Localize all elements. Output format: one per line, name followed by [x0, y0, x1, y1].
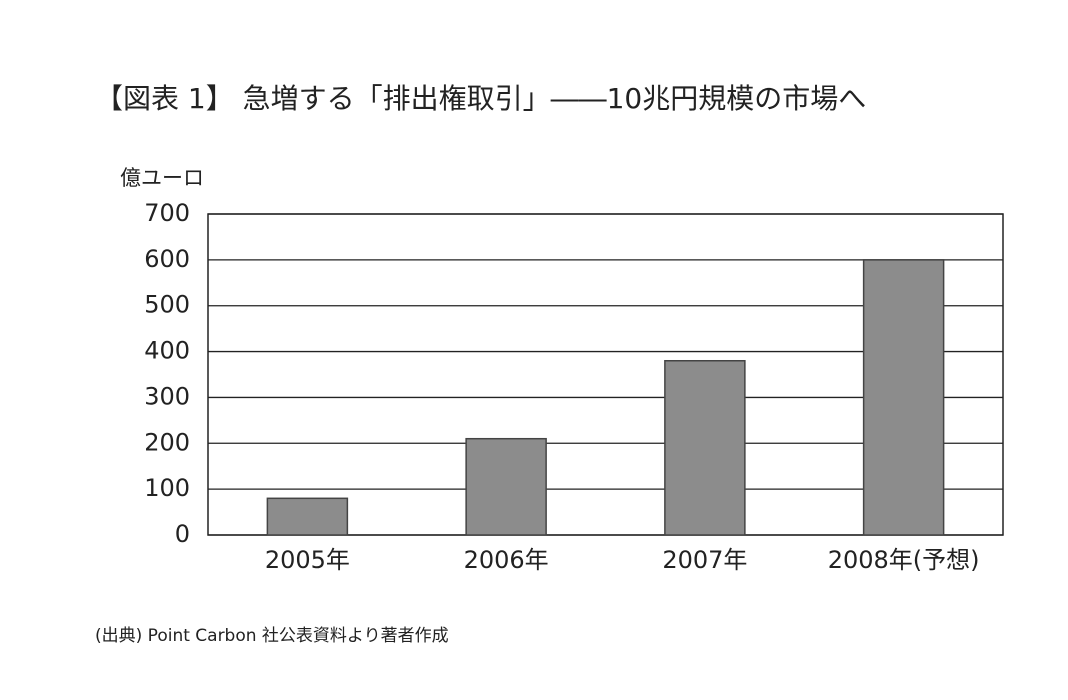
y-tick-label: 300: [144, 382, 190, 410]
x-tick-label: 2006年: [464, 546, 549, 574]
x-tick-label: 2005年: [265, 546, 350, 574]
y-axis-label: 億ユーロ: [120, 166, 204, 190]
y-tick-label: 100: [144, 474, 190, 502]
y-tick-label: 400: [144, 337, 190, 365]
bar: [862, 259, 945, 536]
x-tick-label: 2008年(予想): [828, 546, 980, 574]
y-tick-label: 700: [144, 199, 190, 227]
bar: [664, 359, 746, 536]
y-tick-label: 0: [175, 520, 190, 548]
y-tick-label: 200: [144, 428, 190, 456]
x-tick-label: 2007年: [662, 546, 747, 574]
bar: [266, 497, 349, 536]
source-note: (出典) Point Carbon 社公表資料より著者作成: [95, 626, 449, 646]
y-tick-label: 500: [144, 291, 190, 319]
y-tick-label: 600: [144, 245, 190, 273]
chart-title: 【図表 1】 急増する「排出権取引」――10兆円規模の市場へ: [95, 82, 866, 115]
bar: [465, 437, 547, 536]
